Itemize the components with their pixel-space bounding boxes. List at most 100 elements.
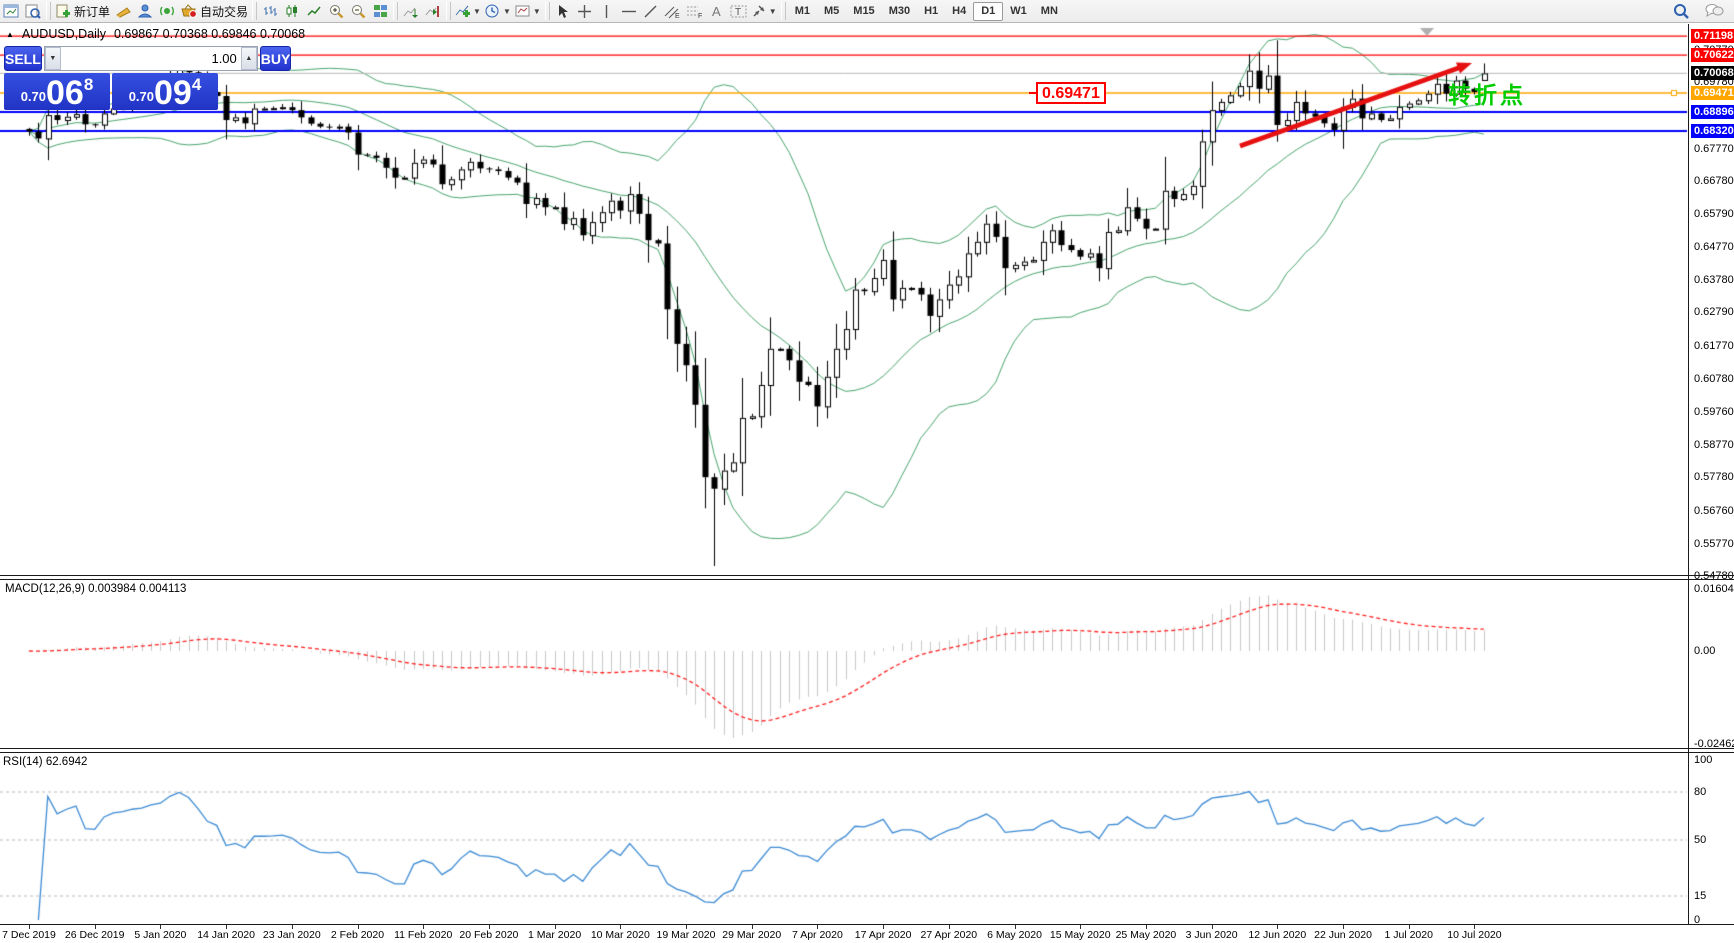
- rsi-axis-tick: 100: [1694, 753, 1713, 766]
- tile-windows-icon[interactable]: [369, 1, 391, 21]
- date-axis-tick: [488, 925, 490, 929]
- date-axis-tick: [1211, 925, 1213, 929]
- price-axis-tick: 0.57780: [1694, 471, 1734, 484]
- date-axis-tick: [620, 925, 622, 929]
- price-axis-tick: 0.65790: [1694, 207, 1734, 220]
- periods-menu-button[interactable]: ▼: [483, 1, 513, 21]
- new-order-button[interactable]: 新订单: [53, 1, 112, 21]
- data-window-icon[interactable]: [22, 1, 44, 21]
- buy-price-big: 09: [154, 74, 192, 112]
- candlestick-mode-icon[interactable]: [281, 1, 303, 21]
- chat-icon[interactable]: [1702, 1, 1726, 21]
- buy-price-main: 0.70: [128, 89, 154, 104]
- fibonacci-tool-icon[interactable]: F: [684, 1, 706, 21]
- search-icon[interactable]: [1670, 1, 1692, 21]
- new-chart-icon[interactable]: [0, 1, 22, 21]
- date-axis-label: 29 Mar 2020: [722, 929, 782, 941]
- macd-axis-tick: 0.00: [1694, 644, 1716, 657]
- text-tool-icon[interactable]: A: [706, 1, 728, 21]
- dropdown-caret-icon: ▼: [768, 6, 777, 16]
- text-label-tool-icon[interactable]: T: [728, 1, 750, 21]
- timeframe-button-h1[interactable]: H1: [924, 5, 939, 17]
- buy-price-display[interactable]: 0.70 09 4: [112, 73, 218, 110]
- date-axis-tick: [1408, 925, 1410, 929]
- sell-price-big: 06: [46, 74, 84, 112]
- date-axis-label: 3 Jun 2020: [1185, 929, 1238, 941]
- date-axis-label: 15 May 2020: [1049, 929, 1111, 941]
- date-axis-label: 22 Jun 2020: [1314, 929, 1372, 941]
- volume-increase-button[interactable]: ▲: [240, 47, 257, 70]
- date-axis-label: 5 Jan 2020: [134, 929, 187, 941]
- one-click-trading-panel: SELL ▼ ▲ BUY 0.70 06 8 0.70 09 4: [4, 46, 292, 110]
- templates-menu-button[interactable]: ▼: [513, 1, 543, 21]
- metaeditor-crayon-icon[interactable]: [112, 1, 134, 21]
- macd-label: MACD(12,26,9) 0.003984 0.004113: [5, 583, 187, 595]
- main-toolbar: 新订单 自动交易 ▼ ▼: [0, 0, 1734, 23]
- navigator-icon[interactable]: [134, 1, 156, 21]
- price-axis-tick: 0.64770: [1694, 241, 1734, 254]
- signals-icon[interactable]: [156, 1, 178, 21]
- date-axis-tick: [1014, 925, 1016, 929]
- date-axis-label: 10 Mar 2020: [590, 929, 650, 941]
- price-level-badge: 0.68320: [1691, 123, 1734, 138]
- turning-point-annotation[interactable]: 转折点: [1448, 82, 1526, 108]
- panel-separator[interactable]: [0, 752, 1734, 753]
- date-axis-label: 6 May 2020: [987, 929, 1042, 941]
- zoom-in-icon[interactable]: [325, 1, 347, 21]
- date-axis[interactable]: 7 Dec 2019 26 Dec 2019 5 Jan 2020 14 Jan 20…: [0, 925, 1688, 943]
- date-axis-tick: [1277, 925, 1279, 929]
- panel-separator[interactable]: [0, 575, 1734, 576]
- horizontal-line-tool-icon[interactable]: [618, 1, 640, 21]
- vertical-line-tool-icon[interactable]: [596, 1, 618, 21]
- panel-separator[interactable]: [0, 579, 1734, 580]
- date-axis-tick: [554, 925, 556, 929]
- date-axis-tick: [423, 925, 425, 929]
- date-axis-label: 19 Mar 2020: [656, 929, 716, 941]
- rsi-axis-tick: 80: [1694, 785, 1707, 798]
- price-axis-tick: 0.55770: [1694, 537, 1734, 550]
- chart-ohlc-values: 0.69867 0.70368 0.69846 0.70068: [113, 27, 306, 41]
- date-axis-tick: [1080, 925, 1082, 929]
- buy-button[interactable]: BUY: [259, 46, 292, 71]
- autotrading-button[interactable]: 自动交易: [178, 1, 250, 21]
- date-axis-tick: [883, 925, 885, 929]
- sell-price-display[interactable]: 0.70 06 8: [4, 73, 110, 110]
- volume-decrease-button[interactable]: ▼: [44, 47, 61, 70]
- panel-separator[interactable]: [0, 748, 1734, 749]
- crosshair-tool-icon[interactable]: [574, 1, 596, 21]
- price-axis-tick: 0.67770: [1694, 142, 1734, 155]
- timeframe-button-h4[interactable]: H4: [952, 5, 967, 17]
- timeframe-button-m1[interactable]: M1: [794, 5, 810, 17]
- price-axis-tick: 0.59760: [1694, 406, 1734, 419]
- equidistant-channel-tool-icon[interactable]: E: [662, 1, 684, 21]
- timeframe-button-mn[interactable]: MN: [1040, 5, 1058, 17]
- sell-button[interactable]: SELL: [4, 46, 42, 71]
- toolbar-separator: [46, 2, 51, 20]
- line-chart-mode-icon[interactable]: [303, 1, 325, 21]
- date-axis-tick: [1474, 925, 1476, 929]
- timeframe-button-m30[interactable]: M30: [888, 5, 911, 17]
- sell-price-pip: 8: [83, 75, 94, 94]
- timeframe-button-w1[interactable]: W1: [1010, 5, 1027, 17]
- price-axis-tick: 0.54780: [1694, 570, 1734, 583]
- date-axis-label: 20 Feb 2020: [459, 929, 519, 941]
- timeframe-button-d1[interactable]: D1: [973, 1, 1004, 21]
- date-axis-tick: [686, 925, 688, 929]
- date-axis-label: 26 Dec 2019: [64, 929, 125, 941]
- chart-shift-icon[interactable]: [422, 1, 444, 21]
- auto-scroll-icon[interactable]: [400, 1, 422, 21]
- price-axis-tick: 0.56760: [1694, 504, 1734, 517]
- zoom-out-icon[interactable]: [347, 1, 369, 21]
- trendline-tool-icon[interactable]: [640, 1, 662, 21]
- indicators-menu-button[interactable]: ▼: [453, 1, 483, 21]
- bar-chart-mode-icon[interactable]: [259, 1, 281, 21]
- timeframe-button-m5[interactable]: M5: [824, 5, 840, 17]
- volume-input[interactable]: [60, 47, 241, 70]
- timeframe-button-m15[interactable]: M15: [853, 5, 875, 17]
- arrows-tool-button[interactable]: ▼: [750, 1, 779, 21]
- cursor-tool-icon[interactable]: [552, 1, 574, 21]
- toolbar-separator: [780, 2, 786, 20]
- price-flag-annotation[interactable]: 0.69471: [1029, 82, 1106, 104]
- price-axis[interactable]: 0.707700.697800.687900.677700.667800.657…: [1688, 24, 1734, 926]
